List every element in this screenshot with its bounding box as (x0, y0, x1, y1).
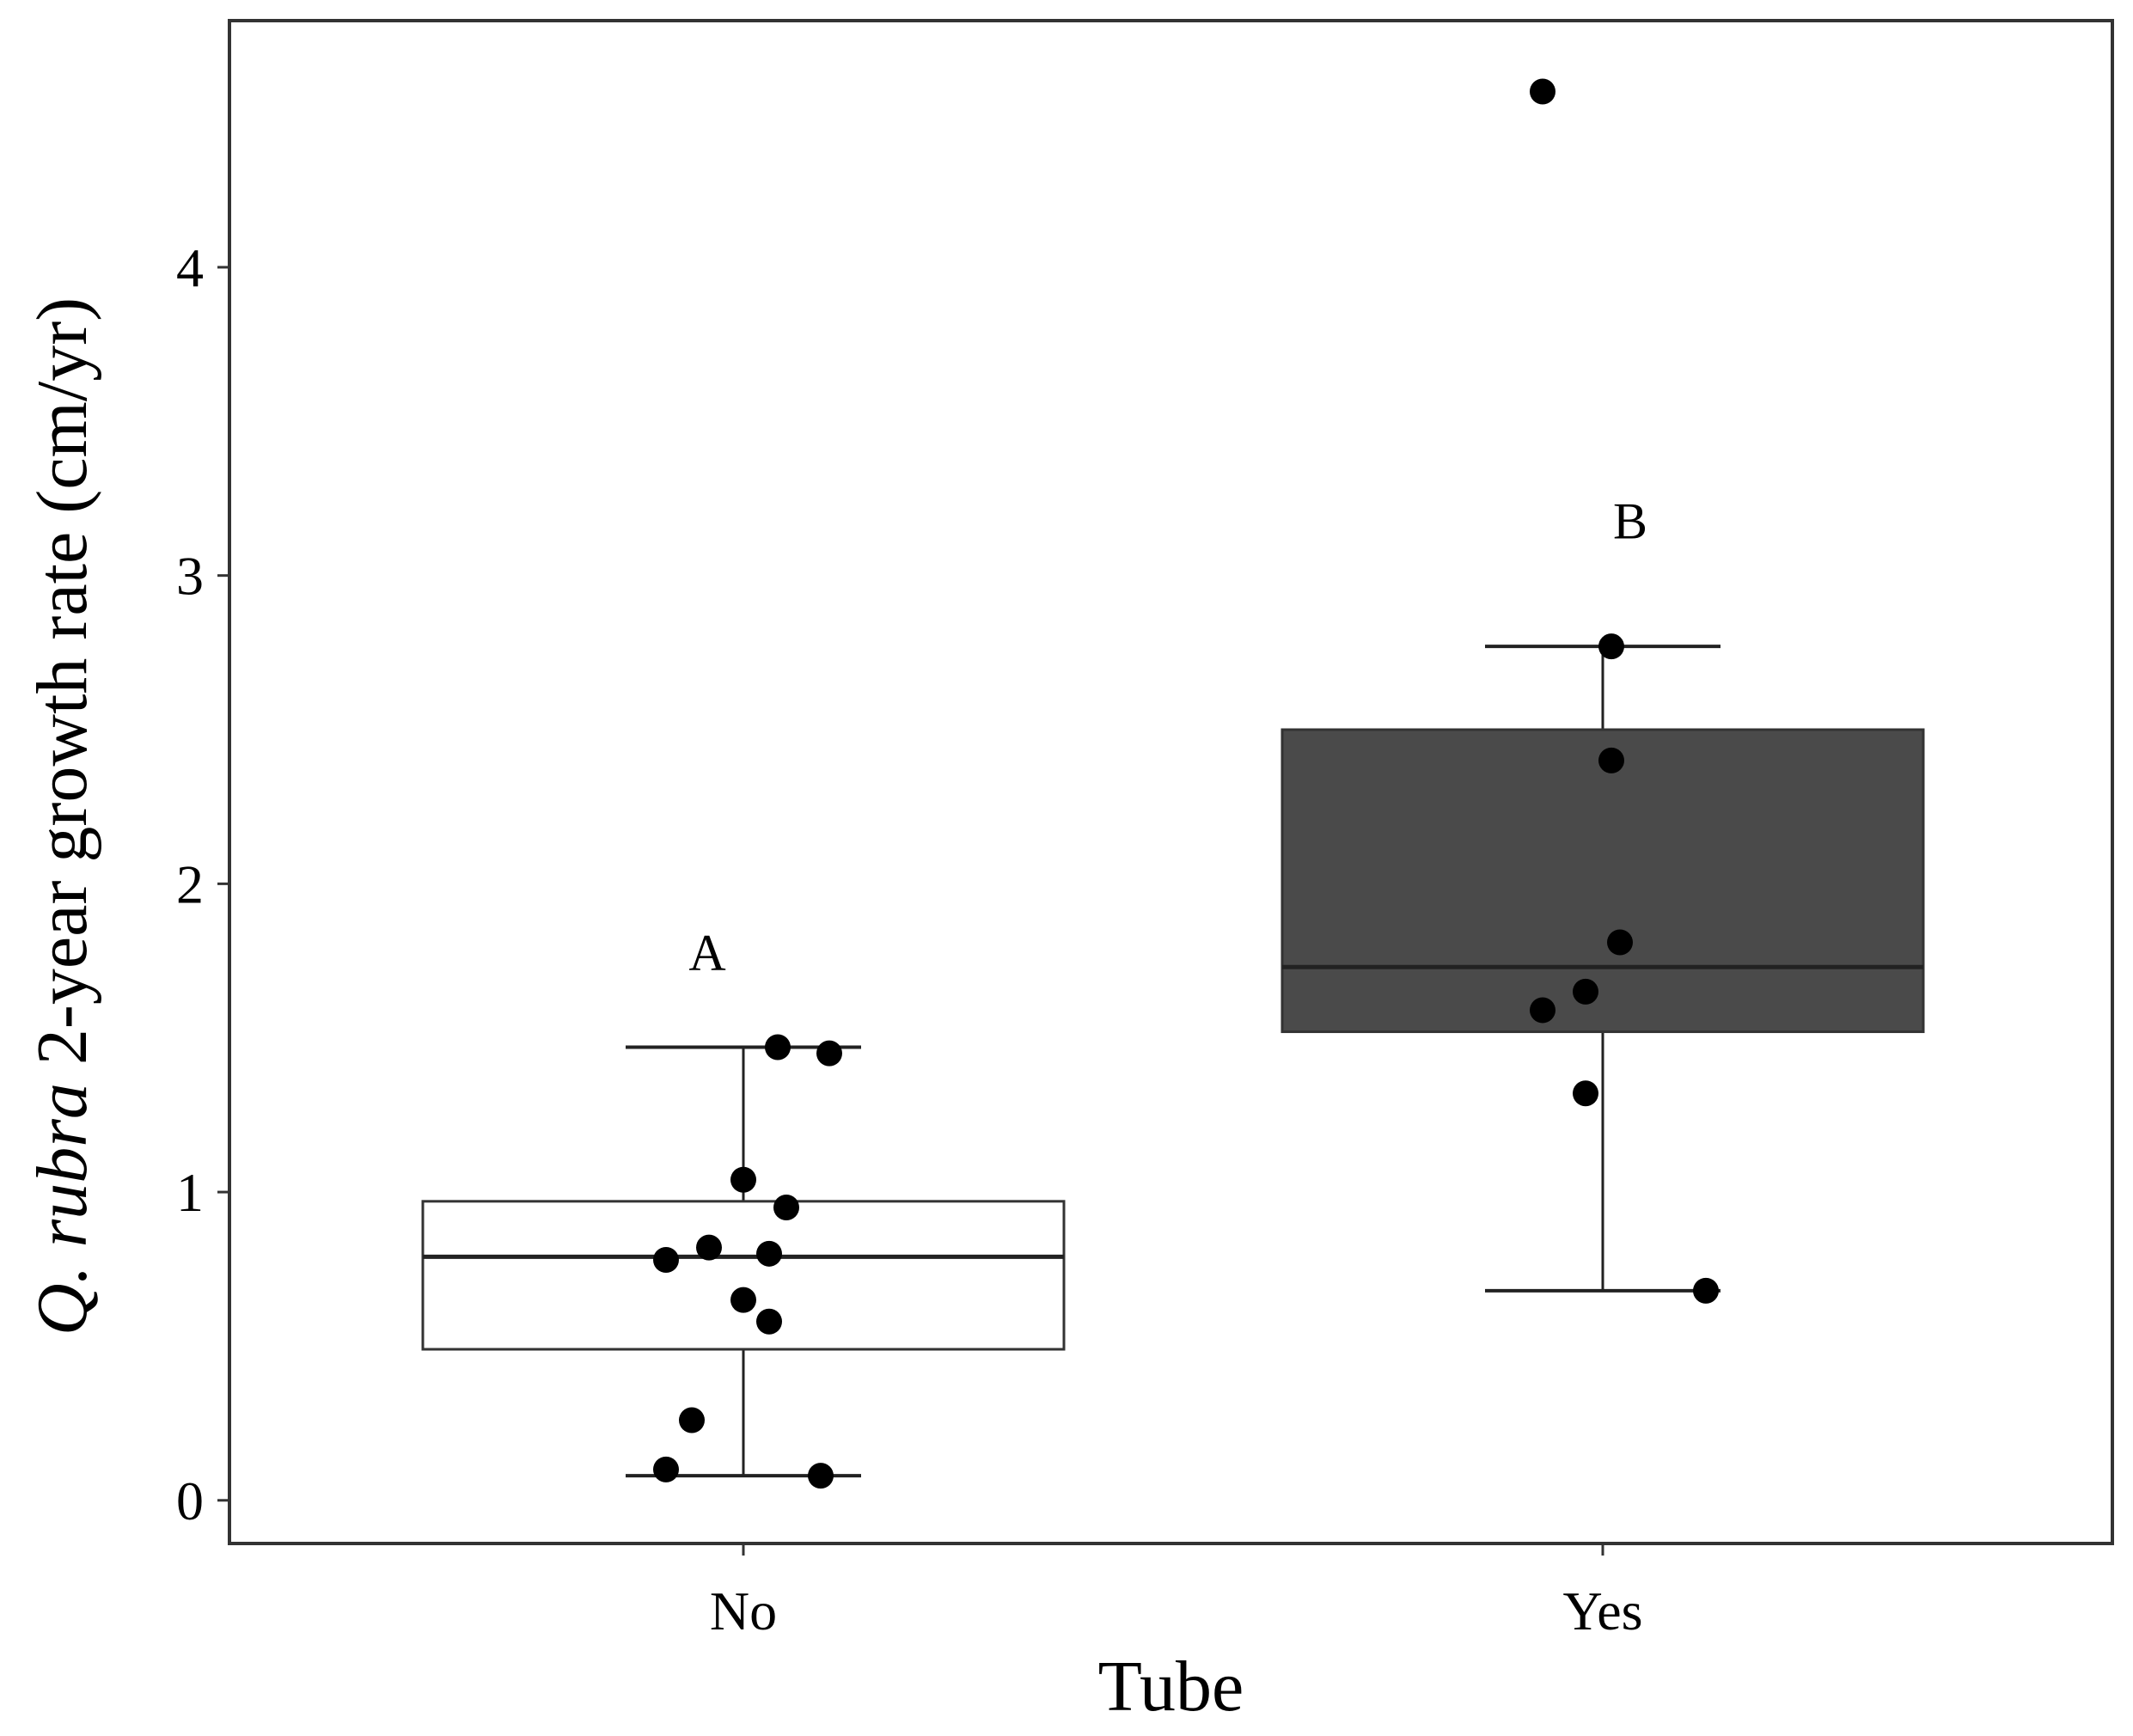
data-point (765, 1034, 791, 1061)
x-tick-label: No (710, 1580, 777, 1641)
data-point (1598, 747, 1624, 773)
data-point (773, 1195, 799, 1221)
axis-layer: 0 1 2 3 4 No Yes (176, 237, 1643, 1641)
plot-layer: AB (421, 78, 1925, 1489)
x-axis-title: Tube (1098, 1647, 1244, 1727)
plot-frame (228, 19, 2114, 1545)
data-point (756, 1308, 782, 1335)
box-group-yes: B (1280, 78, 1925, 1304)
y-axis-title-species: Q. rubra (22, 1083, 102, 1336)
data-point (653, 1456, 679, 1482)
data-point (696, 1234, 722, 1261)
group-letter-b: B (1613, 493, 1647, 550)
box-group-no: A (421, 925, 1066, 1489)
data-point (730, 1287, 756, 1313)
y-axis-title: Q. rubra 2-year growth rate (cm/yr) (22, 297, 102, 1336)
y-tick-label: 3 (176, 546, 204, 607)
y-tick-label: 2 (176, 853, 204, 914)
y-tick-label: 1 (176, 1162, 204, 1223)
data-point (653, 1246, 679, 1273)
data-point (756, 1240, 782, 1267)
data-point (730, 1166, 756, 1193)
y-tick-label: 0 (176, 1470, 204, 1531)
data-point (816, 1040, 842, 1067)
data-point (1573, 1080, 1598, 1107)
data-point (1530, 997, 1555, 1024)
data-point (808, 1463, 834, 1489)
data-point (1607, 929, 1633, 956)
data-point (1573, 978, 1598, 1005)
box-iqr (1280, 728, 1925, 1034)
x-tick-label: Yes (1562, 1580, 1642, 1641)
box-iqr (421, 1200, 1066, 1351)
data-point (1598, 633, 1624, 660)
group-letter-a: A (688, 925, 725, 981)
data-point (1693, 1277, 1719, 1304)
y-axis-title-rest: 2-year growth rate (cm/yr) (22, 297, 102, 1083)
data-point (1530, 78, 1555, 105)
data-point (679, 1407, 705, 1433)
y-tick-label: 4 (176, 237, 204, 298)
